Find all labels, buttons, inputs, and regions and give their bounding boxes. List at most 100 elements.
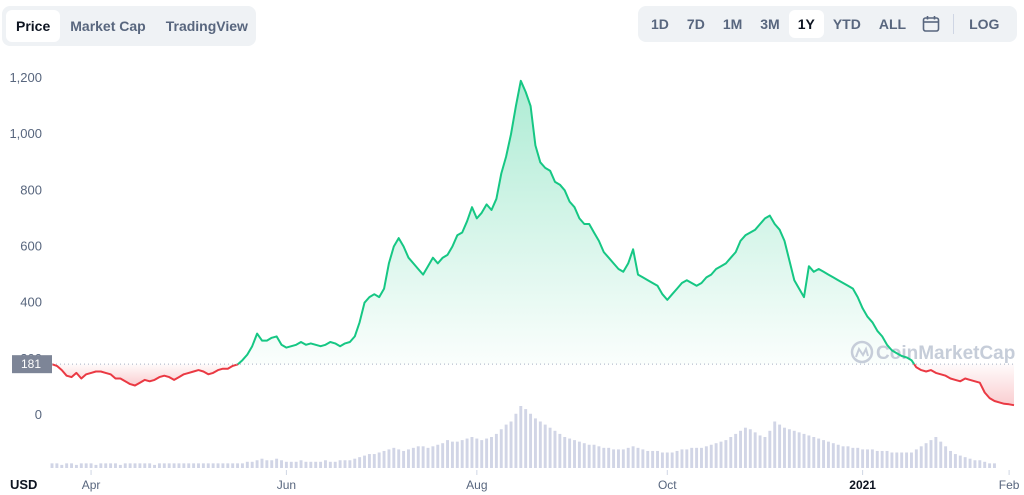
tab-price[interactable]: Price <box>6 10 61 42</box>
y-tick-label: 0 <box>35 407 42 422</box>
coinmarketcap-logo-icon <box>850 340 874 364</box>
volume-bar <box>197 463 200 468</box>
x-tick-label: Oct <box>658 478 677 492</box>
tab-tradingview[interactable]: TradingView <box>165 18 248 34</box>
volume-bar <box>660 452 664 468</box>
volume-bar <box>201 463 205 468</box>
volume-bar <box>455 441 459 468</box>
volume-bar <box>426 447 430 468</box>
volume-bar <box>783 427 786 468</box>
time-range-selector: 1D 7D 1M 3M 1Y YTD ALL LOG <box>638 6 1017 42</box>
volume-bar <box>958 455 962 468</box>
volume-bar <box>314 461 318 468</box>
area-above-reference <box>237 80 915 365</box>
x-tick-label: Jun <box>277 478 296 492</box>
volume-bar <box>319 461 323 468</box>
volume-bar <box>123 463 127 468</box>
volume-bar <box>206 463 210 468</box>
divider <box>953 14 955 34</box>
volume-bar <box>304 461 308 468</box>
volume-bar <box>851 447 855 468</box>
volume-bar <box>768 430 772 468</box>
volume-bar <box>172 463 176 468</box>
y-tick-label: 400 <box>20 295 42 310</box>
volume-bar <box>836 444 840 468</box>
volume-bar <box>294 461 298 468</box>
volume-bar <box>563 437 567 468</box>
volume-bar <box>221 463 225 468</box>
volume-bar <box>504 424 508 468</box>
volume-bar <box>182 463 186 468</box>
volume-bar <box>416 446 420 468</box>
volume-bar <box>245 461 249 468</box>
volume-bar <box>861 449 865 468</box>
range-ytd-button[interactable]: YTD <box>832 16 861 32</box>
volume-bar <box>924 443 928 468</box>
log-scale-button[interactable]: LOG <box>969 16 1000 32</box>
calendar-icon[interactable] <box>915 10 947 38</box>
volume-bar <box>543 424 547 468</box>
volume-bars <box>50 406 996 468</box>
volume-bar <box>807 435 811 468</box>
volume-bar <box>758 435 762 468</box>
volume-bar <box>343 460 347 468</box>
volume-bar <box>104 463 108 468</box>
volume-bar <box>665 452 669 468</box>
volume-bar <box>494 433 498 468</box>
volume-bar <box>704 446 708 468</box>
volume-bar <box>407 449 410 468</box>
volume-bar <box>636 447 640 468</box>
volume-bar <box>84 463 88 468</box>
range-1d-button[interactable]: 1D <box>651 16 669 32</box>
volume-bar <box>905 452 909 468</box>
volume-bar <box>211 463 215 468</box>
volume-bar <box>533 418 537 468</box>
volume-bar <box>866 449 869 468</box>
volume-bar <box>856 447 860 468</box>
volume-bar <box>128 463 132 468</box>
volume-bar <box>822 440 826 468</box>
volume-bar <box>460 440 464 468</box>
volume-bar <box>524 409 528 468</box>
volume-bar <box>641 449 645 468</box>
volume-bar <box>773 421 777 468</box>
volume-bar <box>607 447 611 468</box>
volume-bar <box>275 458 279 468</box>
range-1m-button[interactable]: 1M <box>722 16 743 32</box>
volume-bar <box>577 441 581 468</box>
volume-bar <box>153 464 157 468</box>
volume-bar <box>79 463 83 468</box>
range-7d-button[interactable]: 7D <box>686 16 705 32</box>
volume-bar <box>143 463 147 468</box>
volume-bar <box>50 463 54 468</box>
volume-bar <box>226 463 230 468</box>
chart-type-tabs: Price Market Cap TradingView <box>2 6 256 46</box>
volume-bar <box>348 460 352 468</box>
volume-bar <box>900 452 904 468</box>
volume-bar <box>553 430 557 468</box>
volume-bar <box>114 463 117 468</box>
x-tick-label: Feb <box>999 478 1020 492</box>
volume-bar <box>753 432 757 468</box>
volume-bar <box>646 450 650 468</box>
range-3m-button[interactable]: 3M <box>760 16 780 32</box>
y-tick-label: 800 <box>20 182 42 197</box>
volume-bar <box>890 452 894 468</box>
x-tick-label: Apr <box>82 478 101 492</box>
volume-bar <box>411 447 415 468</box>
volume-bar <box>133 463 137 468</box>
watermark: CoinMarketCap <box>850 340 1015 364</box>
range-1y-button[interactable]: 1Y <box>788 10 824 38</box>
range-all-button[interactable]: ALL <box>878 16 907 32</box>
volume-bar <box>65 463 69 468</box>
volume-bar <box>431 446 435 468</box>
volume-bar <box>138 463 142 468</box>
volume-bar <box>841 446 845 468</box>
volume-bar <box>118 464 122 468</box>
volume-bar <box>509 421 513 468</box>
volume-bar <box>231 463 235 468</box>
volume-bar <box>602 447 606 468</box>
tab-market-cap[interactable]: Market Cap <box>70 18 146 34</box>
volume-bar <box>265 460 269 468</box>
volume-bar <box>436 444 440 468</box>
